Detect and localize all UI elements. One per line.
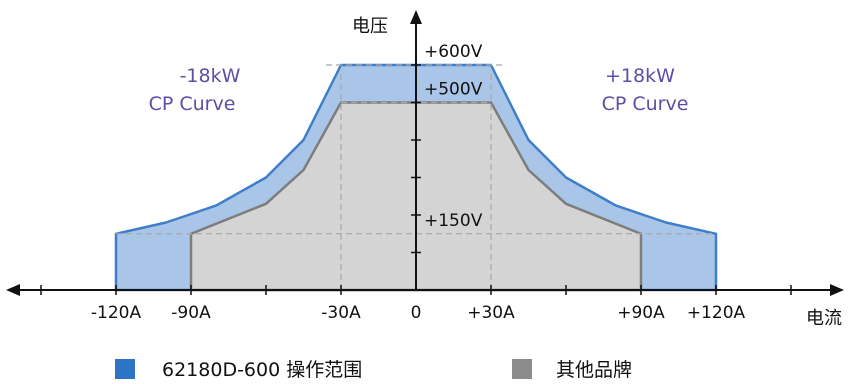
legend-label-series-1: 其他品牌 (556, 359, 632, 381)
x-axis-arrow-right (830, 284, 844, 296)
x-axis-arrow-left (6, 284, 20, 296)
annotation-left-line2: CP Curve (149, 93, 236, 115)
y-axis-label: 电压 (352, 16, 388, 37)
legend-label-series-0: 62180D-600 操作范围 (162, 359, 362, 381)
annotation-left: -18kW CP Curve (149, 65, 241, 115)
y-tick-label: +500V (424, 80, 483, 100)
y-tick-label: +600V (424, 42, 483, 62)
tick-labels: -120A -90A -30A 0 +30A +90A +120A +150V +500V +60… (91, 42, 746, 323)
annotation-right-line2: CP Curve (602, 93, 689, 115)
x-tick-label: +90A (617, 303, 665, 323)
y-tick-label: +150V (424, 211, 483, 231)
x-tick-label: -120A (91, 303, 142, 323)
legend-swatch-series-1 (512, 359, 532, 379)
x-tick-label: -90A (171, 303, 211, 323)
legend-swatch-series-0 (115, 359, 135, 379)
annotation-left-line1: -18kW (180, 65, 241, 87)
x-tick-label: -30A (321, 303, 361, 323)
x-axis-label: 电流 (806, 308, 842, 329)
x-tick-label: 0 (411, 303, 422, 323)
y-axis-arrow (410, 10, 422, 24)
x-tick-label: +120A (687, 303, 746, 323)
legend: 62180D-600 操作范围 其他品牌 (115, 359, 632, 381)
annotation-right-line1: +18kW (605, 65, 675, 87)
tick-marks (40, 64, 792, 295)
annotation-right: +18kW CP Curve (602, 65, 689, 115)
x-tick-label: +30A (467, 303, 515, 323)
